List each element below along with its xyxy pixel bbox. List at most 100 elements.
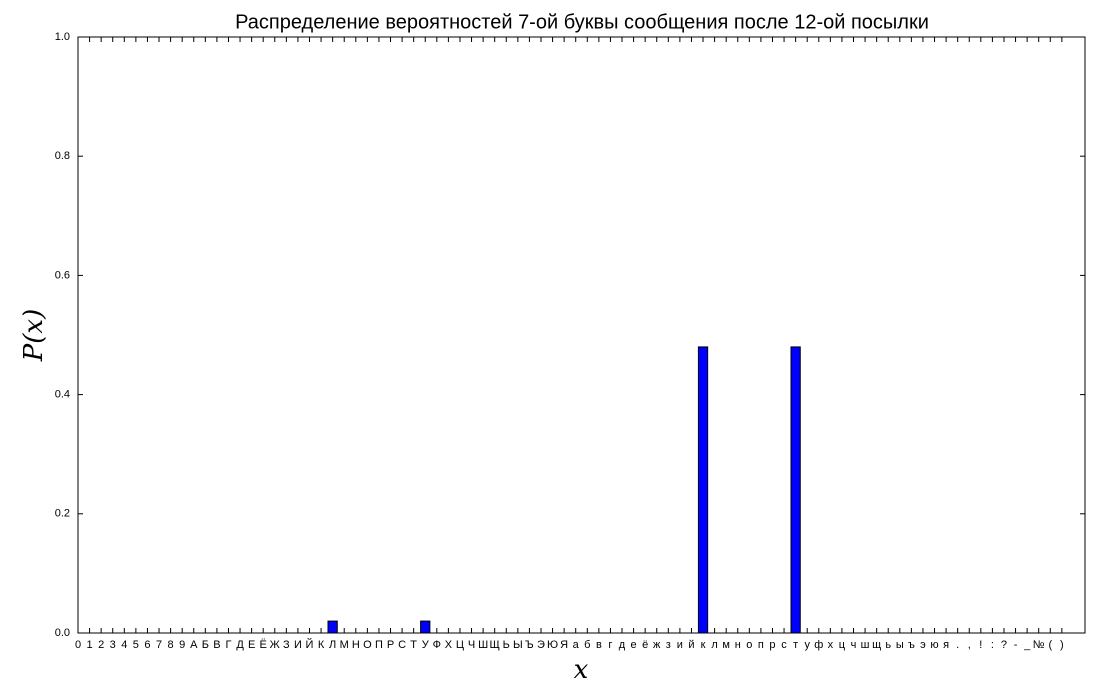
x-tick-label: б — [584, 639, 590, 651]
x-tick-label: 2 — [98, 639, 104, 651]
x-tick-label: . — [956, 639, 959, 651]
x-tick-label: щ — [872, 639, 881, 651]
x-tick-label: н — [735, 639, 741, 651]
chart-title: Распределение вероятностей 7-ой буквы со… — [235, 11, 929, 33]
bar — [327, 620, 338, 634]
x-tick-label: 8 — [168, 639, 174, 651]
x-tick-label: Т — [410, 639, 417, 651]
x-tick-label: 4 — [121, 639, 127, 651]
x-tick-label: Й — [306, 638, 314, 651]
x-tick-label: 3 — [110, 639, 116, 651]
x-tick-label: ъ — [908, 639, 915, 651]
x-tick-label: 0 — [75, 639, 81, 651]
x-tick-label: ф — [814, 639, 823, 651]
y-tick-label: 0.6 — [55, 269, 70, 281]
x-tick-label: Х — [445, 639, 453, 651]
x-tick-label: Ж — [270, 639, 280, 651]
x-tick-label: Э — [537, 639, 545, 651]
x-tick-label: а — [573, 639, 580, 651]
x-tick-label: с — [781, 639, 787, 651]
x-tick-label: й — [688, 639, 694, 651]
x-tick-label: Ч — [468, 639, 475, 651]
x-tick-label: 6 — [144, 639, 150, 651]
x-tick-label: ю — [930, 639, 938, 651]
y-tick-label: 0.8 — [55, 150, 70, 162]
x-tick-label: л — [711, 639, 717, 651]
x-tick-label: М — [340, 639, 349, 651]
x-tick-label: Н — [352, 639, 360, 651]
x-tick-label: ь — [885, 639, 891, 651]
x-tick-label: ж — [653, 639, 661, 651]
x-tick-label: р — [769, 639, 775, 651]
x-tick-label: д — [619, 639, 626, 651]
x-tick-label: Ф — [433, 639, 441, 651]
x-tick-label: 9 — [179, 639, 185, 651]
x-tick-label: Е — [248, 639, 255, 651]
x-tick-label: № — [1033, 639, 1045, 651]
x-tick-label: А — [190, 639, 198, 651]
x-tick-label: ( — [1048, 639, 1052, 651]
x-tick-label: ц — [839, 639, 846, 651]
x-tick-label: ё — [642, 639, 648, 651]
x-tick-label: Щ — [490, 639, 500, 651]
x-tick-label: 1 — [87, 639, 93, 651]
x-axis-label: x — [574, 655, 589, 685]
bar — [790, 346, 801, 634]
x-tick-label: о — [746, 639, 752, 651]
x-tick-label: : — [991, 639, 994, 651]
x-tick-label: Я — [560, 639, 568, 651]
x-tick-label: я — [943, 639, 949, 651]
bar — [420, 620, 431, 634]
x-tick-label: Ш — [478, 639, 488, 651]
x-tick-label: Ю — [547, 639, 558, 651]
x-tick-label: ч — [851, 639, 857, 651]
x-tick-label: Г — [225, 639, 231, 651]
x-tick-label: К — [318, 639, 325, 651]
x-tick-label: х — [828, 639, 834, 651]
plot-frame — [77, 36, 1086, 634]
bar — [697, 346, 709, 634]
x-tick-label: , — [968, 639, 971, 651]
x-tick-label: у — [804, 639, 810, 651]
y-axis-label: P(x) — [19, 309, 49, 362]
x-tick-label: ш — [861, 639, 870, 651]
x-tick-label: С — [398, 639, 406, 651]
x-tick-label: Ы — [513, 639, 523, 651]
y-tick-label: 0.4 — [55, 389, 70, 401]
x-tick-label: У — [422, 639, 430, 651]
x-tick-label: П — [375, 639, 383, 651]
y-tick-label: 0.0 — [55, 627, 70, 639]
x-tick-label: _ — [1023, 639, 1031, 651]
x-tick-label: Б — [202, 639, 209, 651]
x-tick-label: ы — [896, 639, 904, 651]
x-tick-label: Ъ — [525, 639, 534, 651]
x-tick-label: ? — [1001, 639, 1007, 651]
x-tick-label: З — [283, 639, 290, 651]
x-tick-label: ! — [979, 639, 982, 651]
x-tick-label: в — [596, 639, 602, 651]
x-tick-label: т — [793, 639, 798, 651]
x-tick-label: Р — [387, 639, 394, 651]
x-tick-label: 5 — [133, 639, 139, 651]
x-tick-label: О — [363, 639, 372, 651]
x-tick-label: Д — [236, 639, 244, 651]
x-tick-label: В — [213, 639, 220, 651]
x-tick-label: И — [294, 639, 302, 651]
x-tick-label: е — [631, 639, 637, 651]
x-tick-label: Ц — [456, 639, 464, 651]
x-tick-label: и — [677, 639, 683, 651]
x-tick-label: к — [701, 639, 706, 651]
y-tick-label: 1.0 — [55, 31, 70, 43]
x-tick-label: г — [608, 639, 612, 651]
x-tick-label: м — [722, 639, 730, 651]
x-tick-label: Ё — [260, 639, 267, 651]
x-tick-label: з — [666, 639, 671, 651]
x-tick-label: Л — [329, 639, 336, 651]
x-tick-label: ) — [1060, 639, 1064, 651]
x-tick-label: э — [920, 639, 926, 651]
y-tick-label: 0.2 — [55, 508, 70, 520]
x-tick-label: - — [1014, 639, 1018, 651]
x-tick-label: 7 — [156, 639, 162, 651]
x-tick-label: п — [758, 639, 764, 651]
